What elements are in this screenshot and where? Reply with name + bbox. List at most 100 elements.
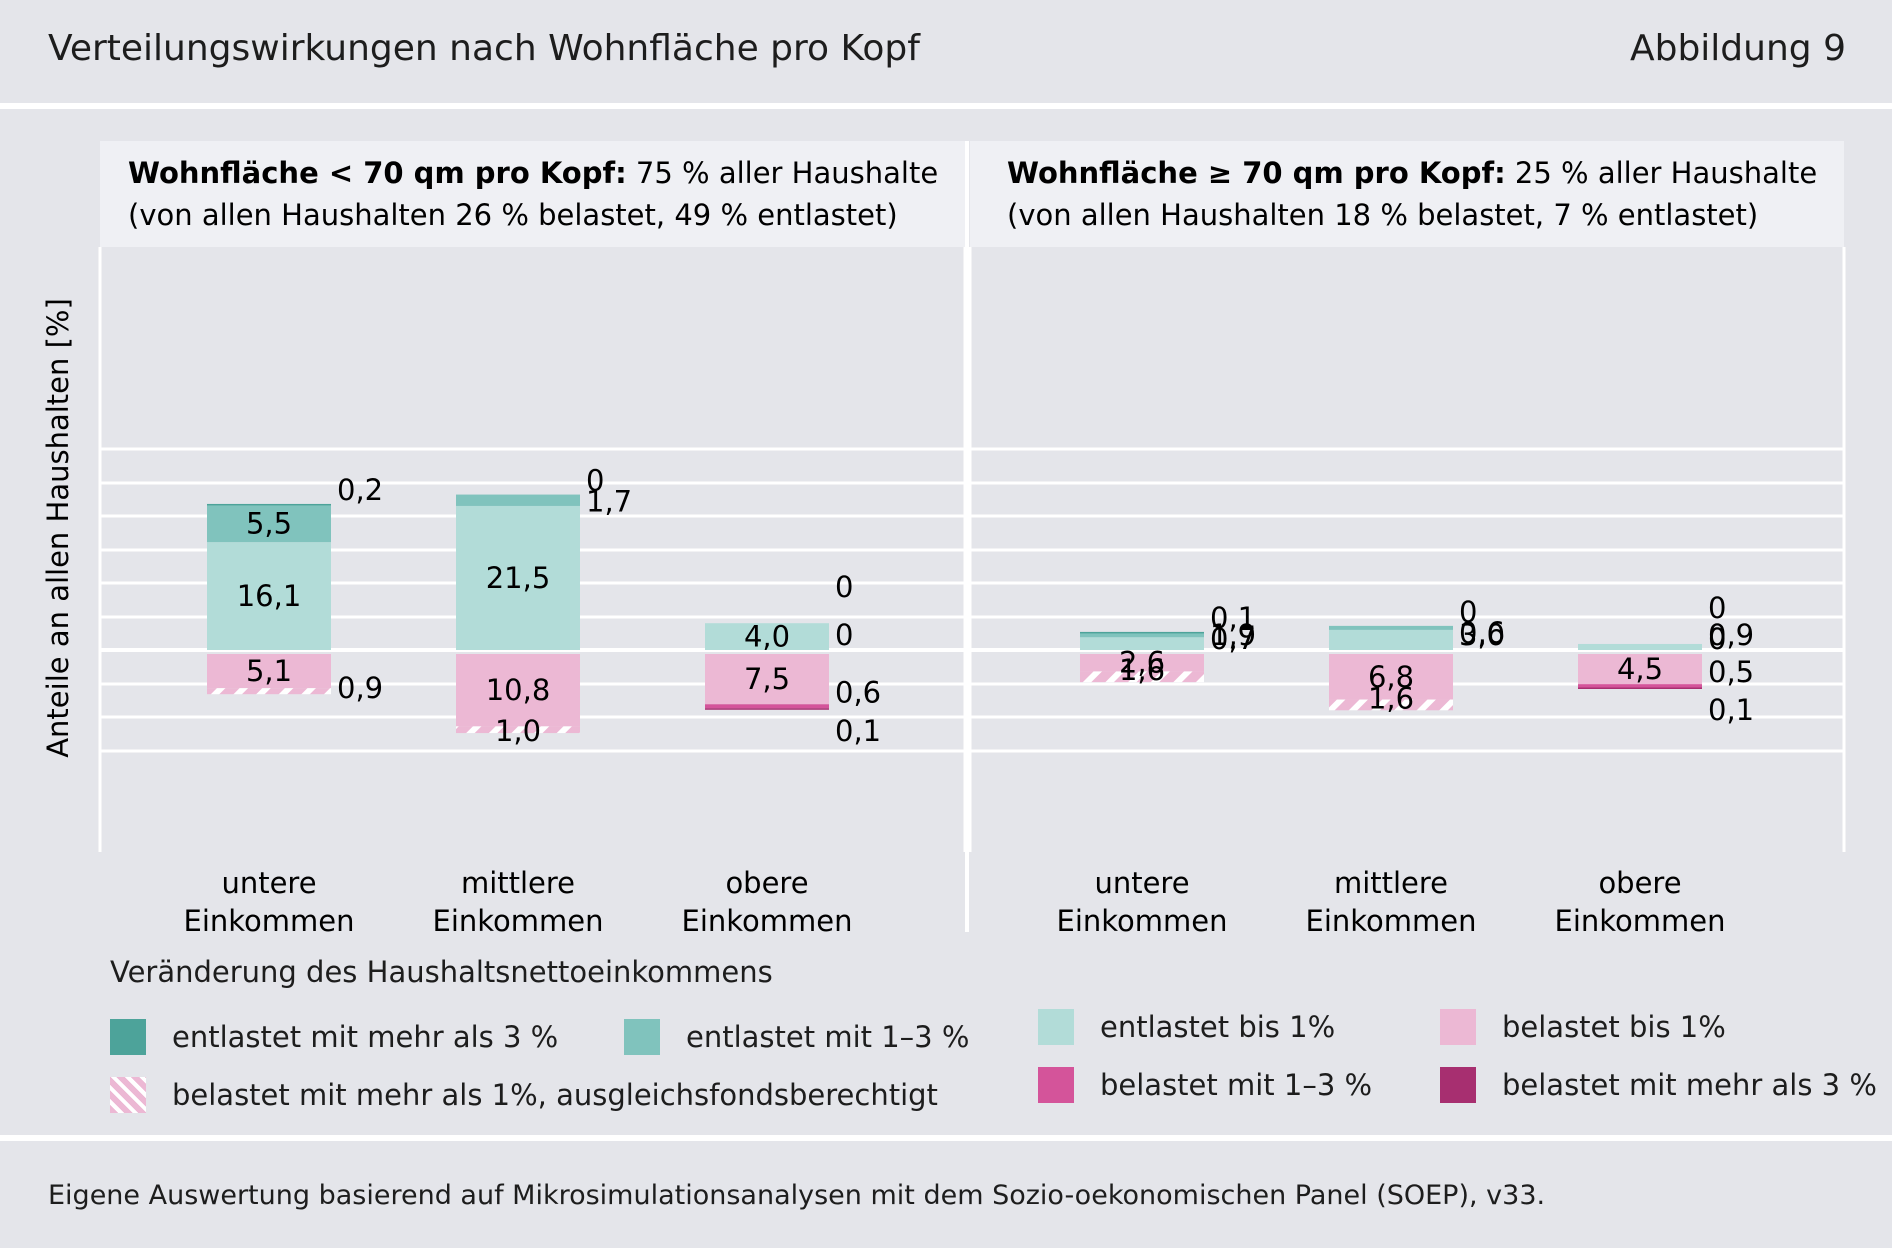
- data-label-belastet-lt1: 5,1: [246, 654, 292, 688]
- legend-swatch-entlastet-1-3: [624, 1019, 660, 1055]
- legend-item-belastet-lt1: belastet bis 1%: [1440, 1009, 1726, 1045]
- legend-label-entlastet-lt1: entlastet bis 1%: [1100, 1010, 1336, 1044]
- legend-item-belastet-1-3: belastet mit 1–3 %: [1038, 1067, 1372, 1103]
- legend-swatch-belastet-ausgleich: [110, 1077, 146, 1113]
- data-label-belastet-gt3: 0,1: [1708, 693, 1754, 727]
- data-label-entlastet-1-3: 5,5: [246, 507, 292, 541]
- bar-segment-belastet-1-3: [705, 704, 829, 709]
- bar-segment-entlastet-1-3: [1329, 625, 1453, 630]
- x-tick-label: untere: [221, 866, 316, 900]
- legend-label-belastet-gt3: belastet mit mehr als 3 %: [1502, 1068, 1877, 1102]
- x-tick-label: mittlere: [461, 866, 575, 900]
- bar-segment-belastet-lt1: [456, 654, 580, 727]
- legend-label-belastet-ausgleich: belastet mit mehr als 1%, ausgleichsfond…: [172, 1078, 938, 1112]
- x-tick-label: obere: [1598, 866, 1681, 900]
- bar-segment-belastet-lt1: [1080, 654, 1204, 672]
- x-tick-label: Einkommen: [682, 904, 853, 938]
- legend-item-belastet-gt3: belastet mit mehr als 3 %: [1440, 1067, 1877, 1103]
- bar-segment-entlastet-lt1: [207, 542, 331, 650]
- data-label-belastet-lt1: 10,8: [486, 673, 551, 707]
- data-label-belastet-1-3: 0,6: [835, 675, 881, 709]
- data-label-entlastet-gt3: 0,1: [1210, 601, 1256, 635]
- bar-segment-entlastet-lt1: [1329, 629, 1453, 650]
- header-divider: [0, 103, 1892, 109]
- data-label-entlastet-gt3: 0: [1459, 595, 1477, 629]
- data-label-entlastet-gt3: 0: [1708, 591, 1726, 625]
- x-tick-label: Einkommen: [184, 904, 355, 938]
- data-label-belastet-lt1: 6,8: [1368, 660, 1414, 694]
- data-label-entlastet-lt1: 1,9: [1210, 618, 1256, 652]
- figure-header: Verteilungswirkungen nach Wohnfläche pro…: [0, 0, 1892, 103]
- panel-title-left-bold: Wohnfläche < 70 qm pro Kopf:: [128, 156, 627, 190]
- bar-segment-belastet-lt1: [1578, 654, 1702, 685]
- x-tick-label: Einkommen: [1555, 904, 1726, 938]
- panel-subtitle-left: (von allen Haushalten 26 % belastet, 49 …: [128, 198, 898, 232]
- data-label-entlastet-gt3: 0: [586, 464, 604, 498]
- bar-segment-entlastet-1-3: [207, 505, 331, 543]
- bar-segment-belastet-ausgleich: [1080, 671, 1204, 683]
- legend-item-entlastet-gt3: entlastet mit mehr als 3 %: [110, 1019, 558, 1055]
- x-tick-label: Einkommen: [433, 904, 604, 938]
- legend-swatch-entlastet-lt1: [1038, 1009, 1074, 1045]
- panel-title-right-bold: Wohnfläche ≥ 70 qm pro Kopf:: [1007, 156, 1506, 190]
- panel-subtitle-right: (von allen Haushalten 18 % belastet, 7 %…: [1007, 198, 1758, 232]
- panel-title-right: Wohnfläche ≥ 70 qm pro Kopf: 25 % aller …: [1007, 156, 1817, 190]
- panel-title-left: Wohnfläche < 70 qm pro Kopf: 75 % aller …: [128, 156, 938, 190]
- legend-item-entlastet-1-3: entlastet mit 1–3 %: [624, 1019, 969, 1055]
- figure-label: Abbildung 9: [1629, 28, 1846, 69]
- bar-segment-belastet-lt1: [207, 654, 331, 689]
- footer-divider: [0, 1135, 1892, 1141]
- legend-label-belastet-lt1: belastet bis 1%: [1502, 1010, 1726, 1044]
- bar-segment-entlastet-gt3: [207, 503, 331, 506]
- x-tick-label: Einkommen: [1057, 904, 1228, 938]
- bar-segment-belastet-ausgleich: [456, 726, 580, 734]
- data-label-entlastet-lt1: 3,0: [1459, 618, 1505, 652]
- x-tick-label: untere: [1094, 866, 1189, 900]
- bar-segment-belastet-ausgleich: [1329, 699, 1453, 711]
- panel-title-right-rest: 25 % aller Haushalte: [1506, 156, 1817, 190]
- bar-segment-entlastet-lt1: [1578, 643, 1702, 650]
- x-tick-label: obere: [725, 866, 808, 900]
- y-axis-label: Anteile an allen Haushalten [%]: [41, 298, 75, 758]
- data-label-entlastet-1-3: 0: [835, 618, 853, 652]
- bar-segment-entlastet-gt3: [1080, 631, 1204, 634]
- bar-segment-belastet-lt1: [1329, 654, 1453, 700]
- data-label-entlastet-gt3: 0: [835, 570, 853, 604]
- data-label-entlastet-1-3: 0: [1708, 622, 1726, 656]
- panel-header-left-bg: [100, 141, 965, 247]
- bar-segment-belastet-ausgleich: [207, 688, 331, 695]
- bar-segment-belastet-lt1: [705, 654, 829, 705]
- bar-segment-belastet-1-3: [1578, 684, 1702, 688]
- legend-title: Veränderung des Haushaltsnettoeinkommens: [110, 955, 773, 989]
- bar-segment-entlastet-lt1: [705, 623, 829, 650]
- data-label-belastet-lt1: 7,5: [744, 662, 790, 696]
- figure-title: Verteilungswirkungen nach Wohnfläche pro…: [48, 28, 920, 69]
- data-label-belastet-lt1: 2,6: [1119, 646, 1165, 680]
- panel-header-right-bg: [970, 141, 1844, 247]
- data-label-entlastet-1-3: 0,6: [1459, 616, 1505, 650]
- legend-item-belastet-ausgleich: belastet mit mehr als 1%, ausgleichsfond…: [110, 1077, 938, 1113]
- legend-swatch-entlastet-gt3: [110, 1019, 146, 1055]
- legend-swatch-belastet-lt1: [1440, 1009, 1476, 1045]
- bar-segment-entlastet-lt1: [456, 505, 580, 650]
- data-label-entlastet-1-3: 0,7: [1210, 622, 1256, 656]
- data-label-entlastet-1-3: 1,7: [586, 485, 632, 519]
- x-tick-label: Einkommen: [1306, 904, 1477, 938]
- bar-segment-entlastet-1-3: [1080, 632, 1204, 638]
- panel-title-left-rest: 75 % aller Haushalte: [627, 156, 938, 190]
- x-tick-label: mittlere: [1334, 866, 1448, 900]
- source-note: Eigene Auswertung basierend auf Mikrosim…: [48, 1180, 1546, 1211]
- legend-label-belastet-1-3: belastet mit 1–3 %: [1100, 1068, 1373, 1102]
- legend-swatch-belastet-1-3: [1038, 1067, 1074, 1103]
- legend-item-entlastet-lt1: entlastet bis 1%: [1038, 1009, 1335, 1045]
- bar-segment-belastet-gt3: [705, 708, 829, 710]
- data-label-belastet-ausgleich: 1,6: [1368, 681, 1414, 715]
- bar-segment-entlastet-lt1: [1080, 637, 1204, 650]
- data-label-entlastet-lt1: 4,0: [744, 620, 790, 654]
- data-label-entlastet-gt3: 0,2: [337, 473, 383, 507]
- data-label-belastet-1-3: 0,5: [1708, 655, 1754, 689]
- data-label-belastet-ausgleich: 0,9: [337, 671, 383, 705]
- bar-segment-belastet-gt3: [1578, 687, 1702, 689]
- legend-label-entlastet-gt3: entlastet mit mehr als 3 %: [172, 1020, 559, 1054]
